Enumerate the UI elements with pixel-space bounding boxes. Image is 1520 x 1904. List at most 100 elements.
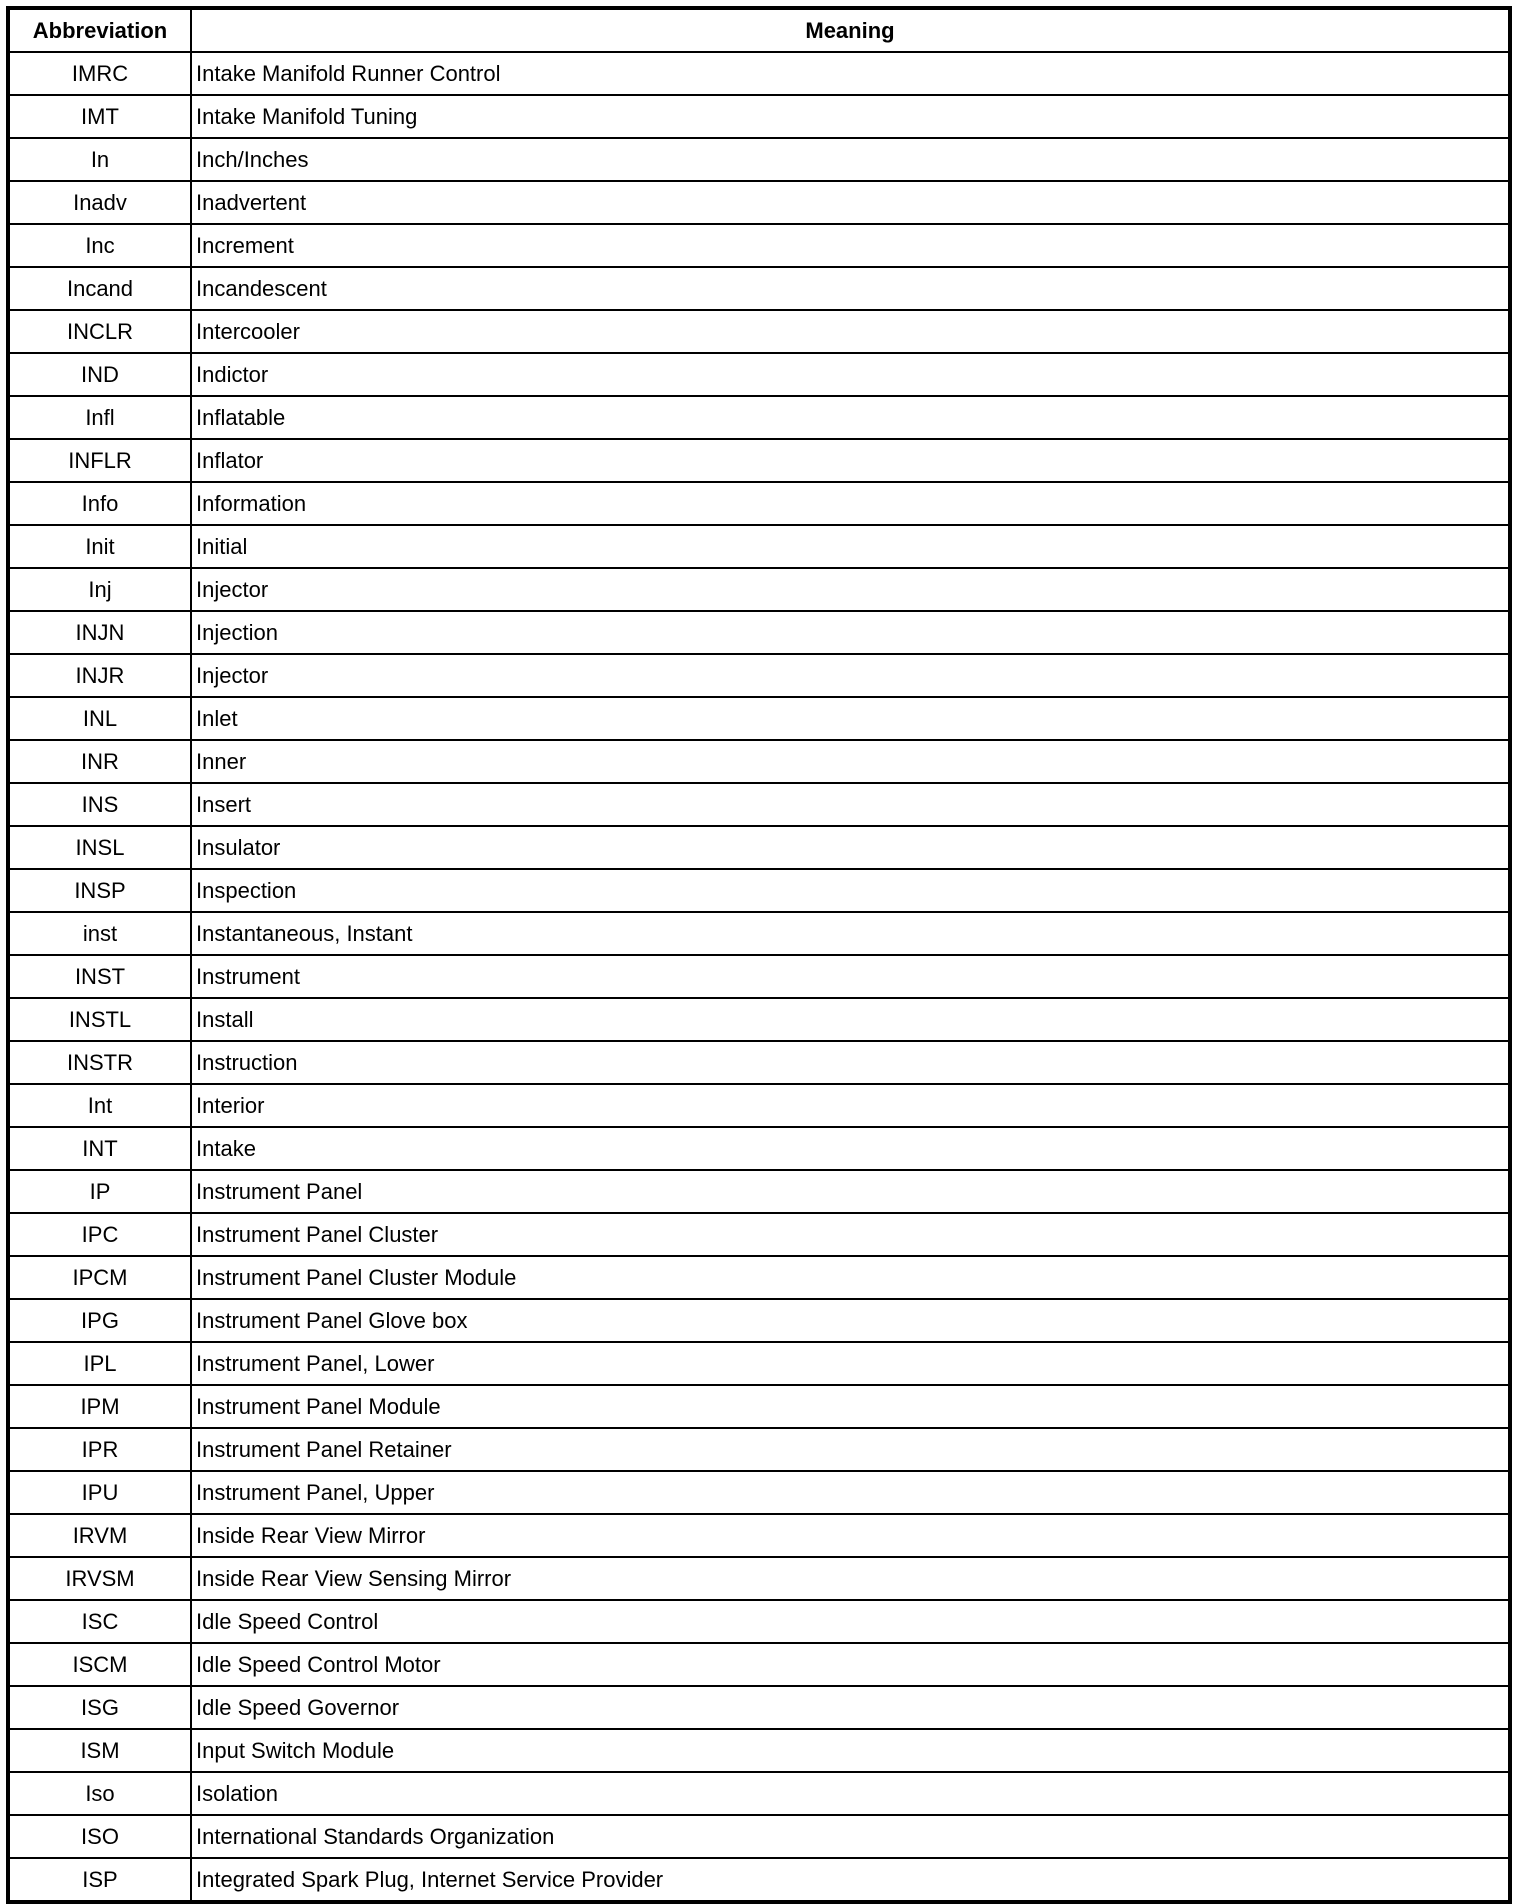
meaning-cell: Idle Speed Control Motor xyxy=(190,1642,1511,1687)
header-row: Abbreviation Meaning xyxy=(7,7,1511,53)
table-row: ISP Integrated Spark Plug, Internet Servi… xyxy=(7,1857,1511,1903)
meaning-cell: Input Switch Module xyxy=(190,1728,1511,1773)
abbreviation-cell: INJN xyxy=(7,610,192,655)
table-row: INSL Insulator xyxy=(7,825,1511,870)
table-row: Infl Inflatable xyxy=(7,395,1511,440)
meaning-cell: Inspection xyxy=(190,868,1511,913)
abbreviation-cell: IPL xyxy=(7,1341,192,1386)
meaning-cell: Inflatable xyxy=(190,395,1511,440)
table-row: Incand Incandescent xyxy=(7,266,1511,311)
meaning-cell: Intake xyxy=(190,1126,1511,1171)
table-row: INT Intake xyxy=(7,1126,1511,1171)
table-row: IND Indictor xyxy=(7,352,1511,397)
meaning-cell: Instrument Panel xyxy=(190,1169,1511,1214)
abbreviation-cell: inst xyxy=(7,911,192,956)
abbreviation-cell: INSL xyxy=(7,825,192,870)
table-row: Inc Increment xyxy=(7,223,1511,268)
abbreviation-cell: IP xyxy=(7,1169,192,1214)
abbreviation-cell: INSP xyxy=(7,868,192,913)
abbreviation-cell: Iso xyxy=(7,1771,192,1816)
meaning-cell: Injection xyxy=(190,610,1511,655)
abbreviation-cell: Infl xyxy=(7,395,192,440)
meaning-cell: Inadvertent xyxy=(190,180,1511,225)
table-row: INJN Injection xyxy=(7,610,1511,655)
table-row: INJR Injector xyxy=(7,653,1511,698)
abbreviation-cell: Init xyxy=(7,524,192,569)
abbreviation-cell: IMT xyxy=(7,94,192,139)
meaning-cell: Injector xyxy=(190,567,1511,612)
abbreviation-cell: ISM xyxy=(7,1728,192,1773)
abbreviation-cell: IPC xyxy=(7,1212,192,1257)
table-row: Inadv Inadvertent xyxy=(7,180,1511,225)
meaning-cell: Inch/Inches xyxy=(190,137,1511,182)
meaning-cell: Instruction xyxy=(190,1040,1511,1085)
table-row: IMT Intake Manifold Tuning xyxy=(7,94,1511,139)
meaning-cell: Insulator xyxy=(190,825,1511,870)
meaning-cell: Instrument Panel Cluster xyxy=(190,1212,1511,1257)
abbreviation-cell: INJR xyxy=(7,653,192,698)
meaning-cell: Integrated Spark Plug, Internet Service … xyxy=(190,1857,1511,1903)
abbreviation-cell: Int xyxy=(7,1083,192,1128)
abbreviation-cell: IPG xyxy=(7,1298,192,1343)
abbreviation-cell: Incand xyxy=(7,266,192,311)
table-row: IPL Instrument Panel, Lower xyxy=(7,1341,1511,1386)
abbreviation-cell: IRVSM xyxy=(7,1556,192,1601)
table-row: ISG Idle Speed Governor xyxy=(7,1685,1511,1730)
abbreviation-cell: IPU xyxy=(7,1470,192,1515)
meaning-cell: Insert xyxy=(190,782,1511,827)
meaning-cell: Instrument Panel, Lower xyxy=(190,1341,1511,1386)
abbreviation-cell: INL xyxy=(7,696,192,741)
abbreviation-cell: INCLR xyxy=(7,309,192,354)
meaning-cell: Injector xyxy=(190,653,1511,698)
abbreviation-cell: ISO xyxy=(7,1814,192,1859)
header-abbreviation: Abbreviation xyxy=(7,7,192,53)
table-row: INL Inlet xyxy=(7,696,1511,741)
meaning-cell: Instrument Panel Module xyxy=(190,1384,1511,1429)
meaning-cell: Increment xyxy=(190,223,1511,268)
table-row: IPC Instrument Panel Cluster xyxy=(7,1212,1511,1257)
abbreviation-cell: ISG xyxy=(7,1685,192,1730)
table-row: IP Instrument Panel xyxy=(7,1169,1511,1214)
meaning-cell: Instrument Panel Cluster Module xyxy=(190,1255,1511,1300)
abbreviation-cell: IPCM xyxy=(7,1255,192,1300)
table-row: ISCM Idle Speed Control Motor xyxy=(7,1642,1511,1687)
abbreviation-cell: Info xyxy=(7,481,192,526)
abbreviation-cell: IMRC xyxy=(7,51,192,96)
table-row: INSTL Install xyxy=(7,997,1511,1042)
abbreviation-cell: IPM xyxy=(7,1384,192,1429)
table-row: IPCM Instrument Panel Cluster Module xyxy=(7,1255,1511,1300)
meaning-cell: Inner xyxy=(190,739,1511,784)
table-row: inst Instantaneous, Instant xyxy=(7,911,1511,956)
meaning-cell: Incandescent xyxy=(190,266,1511,311)
meaning-cell: Inlet xyxy=(190,696,1511,741)
abbreviation-cell: Inj xyxy=(7,567,192,612)
abbreviation-cell: INR xyxy=(7,739,192,784)
table-row: INR Inner xyxy=(7,739,1511,784)
table-row: INSP Inspection xyxy=(7,868,1511,913)
table-row: INFLR Inflator xyxy=(7,438,1511,483)
table-row: Init Initial xyxy=(7,524,1511,569)
abbreviation-cell: In xyxy=(7,137,192,182)
meaning-cell: Idle Speed Control xyxy=(190,1599,1511,1644)
abbreviations-table: Abbreviation Meaning IMRC Intake Manifold… xyxy=(6,6,1512,1904)
abbreviation-cell: IPR xyxy=(7,1427,192,1472)
abbreviation-cell: ISC xyxy=(7,1599,192,1644)
table-row: INCLR Intercooler xyxy=(7,309,1511,354)
meaning-cell: Install xyxy=(190,997,1511,1042)
meaning-cell: Interior xyxy=(190,1083,1511,1128)
table-row: IMRC Intake Manifold Runner Control xyxy=(7,51,1511,96)
meaning-cell: Intake Manifold Tuning xyxy=(190,94,1511,139)
table-row: INSTR Instruction xyxy=(7,1040,1511,1085)
table-row: IPR Instrument Panel Retainer xyxy=(7,1427,1511,1472)
abbreviation-cell: INST xyxy=(7,954,192,999)
meaning-cell: Instrument Panel, Upper xyxy=(190,1470,1511,1515)
meaning-cell: Instrument Panel Retainer xyxy=(190,1427,1511,1472)
abbreviation-cell: INT xyxy=(7,1126,192,1171)
table-row: Int Interior xyxy=(7,1083,1511,1128)
meaning-cell: Idle Speed Governor xyxy=(190,1685,1511,1730)
table-row: ISC Idle Speed Control xyxy=(7,1599,1511,1644)
abbreviation-cell: IRVM xyxy=(7,1513,192,1558)
abbreviation-cell: ISCM xyxy=(7,1642,192,1687)
meaning-cell: Instrument Panel Glove box xyxy=(190,1298,1511,1343)
table-row: IPU Instrument Panel, Upper xyxy=(7,1470,1511,1515)
